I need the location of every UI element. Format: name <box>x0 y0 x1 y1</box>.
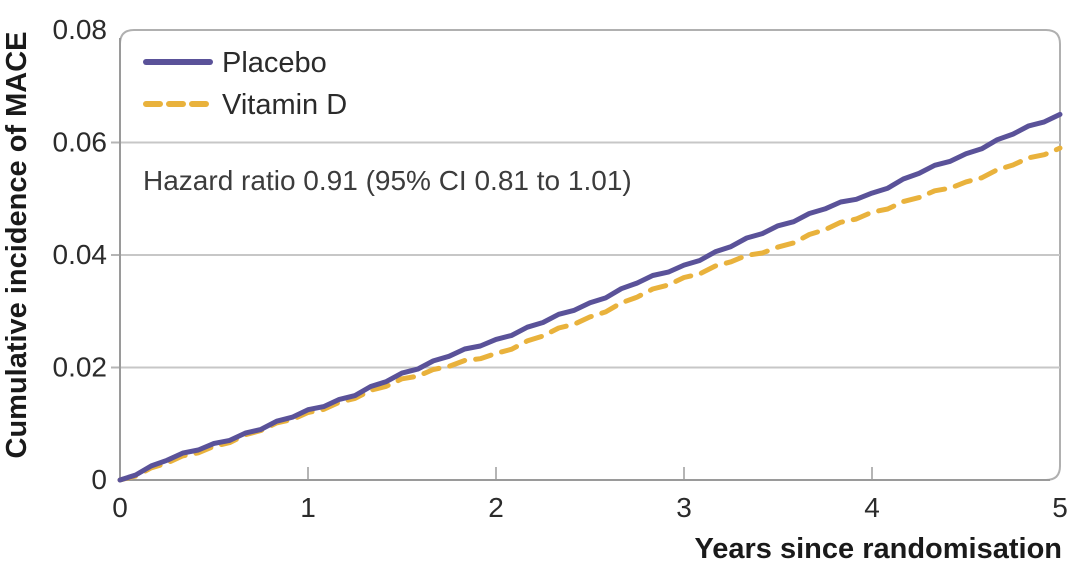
x-tick-label: 1 <box>300 492 316 523</box>
x-tick-label: 3 <box>676 492 692 523</box>
x-tick-label: 2 <box>488 492 504 523</box>
gridlines <box>120 141 1060 369</box>
legend-label-vitamin-d: Vitamin D <box>222 89 347 121</box>
legend: Placebo Vitamin D <box>143 47 347 121</box>
y-tick-label: 0 <box>91 464 107 495</box>
plot-border <box>119 29 1061 481</box>
y-tick-labels: 0 0.02 0.04 0.06 0.08 <box>53 14 108 495</box>
y-tick-label: 0.08 <box>53 14 108 45</box>
placebo-line <box>117 111 1063 483</box>
legend-item-vitamin-d: Vitamin D <box>143 89 347 121</box>
legend-label-placebo: Placebo <box>222 47 327 79</box>
y-tick-label: 0.04 <box>53 239 108 270</box>
x-tick-label: 4 <box>864 492 880 523</box>
legend-item-placebo: Placebo <box>143 47 327 79</box>
x-tick-labels: 0 1 2 3 4 5 <box>112 492 1068 523</box>
x-tick-label: 5 <box>1052 492 1068 523</box>
x-axis-title: Years since randomisation <box>695 533 1062 565</box>
y-tick-label: 0.02 <box>53 352 108 383</box>
tick-marks <box>111 141 873 480</box>
y-axis-title: Cumulative incidence of MACE <box>1 31 33 458</box>
y-tick-label: 0.06 <box>53 127 108 158</box>
x-tick-label: 0 <box>112 492 128 523</box>
hazard-ratio-annotation: Hazard ratio 0.91 (95% CI 0.81 to 1.01) <box>143 165 632 196</box>
